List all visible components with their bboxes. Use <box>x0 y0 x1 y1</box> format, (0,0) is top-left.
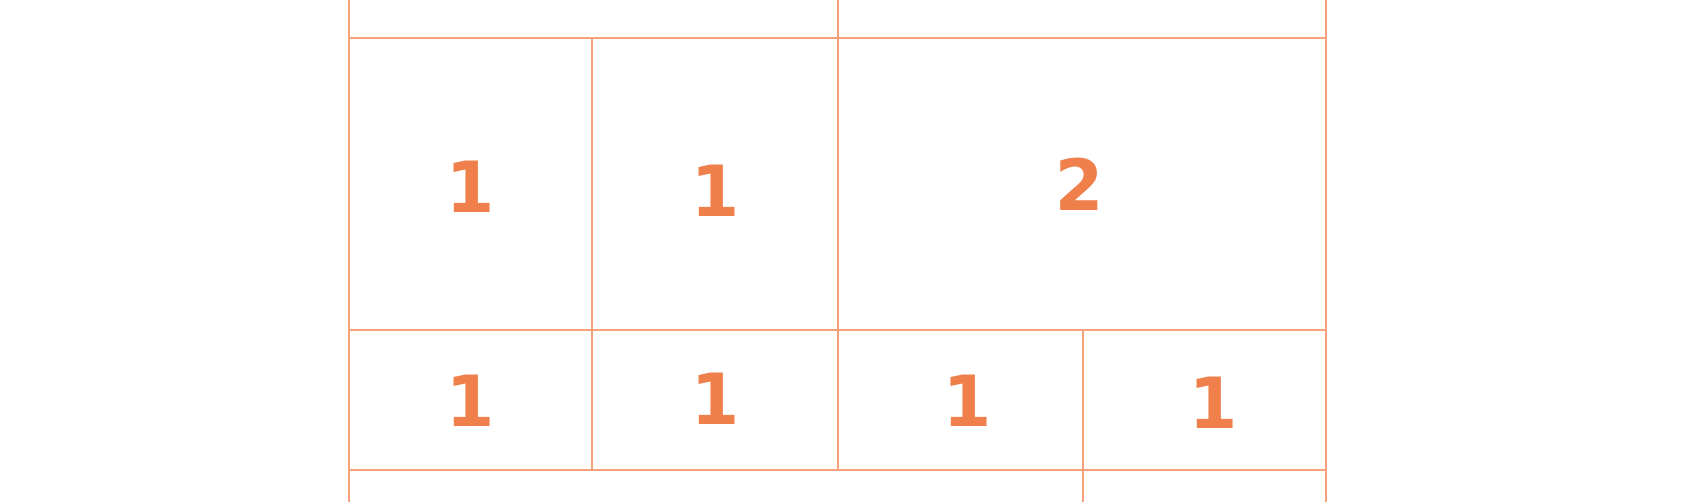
row3-cell3-number: 1 <box>943 361 992 443</box>
row2-cell3-number: 2 <box>1055 145 1104 227</box>
row2-cell2-number: 1 <box>691 151 740 233</box>
row3-cell4-number: 1 <box>1189 363 1238 445</box>
row2-cell1-number: 1 <box>446 147 495 229</box>
row3-cell1-number: 1 <box>446 361 495 443</box>
row3-cell2-number: 1 <box>691 359 740 441</box>
